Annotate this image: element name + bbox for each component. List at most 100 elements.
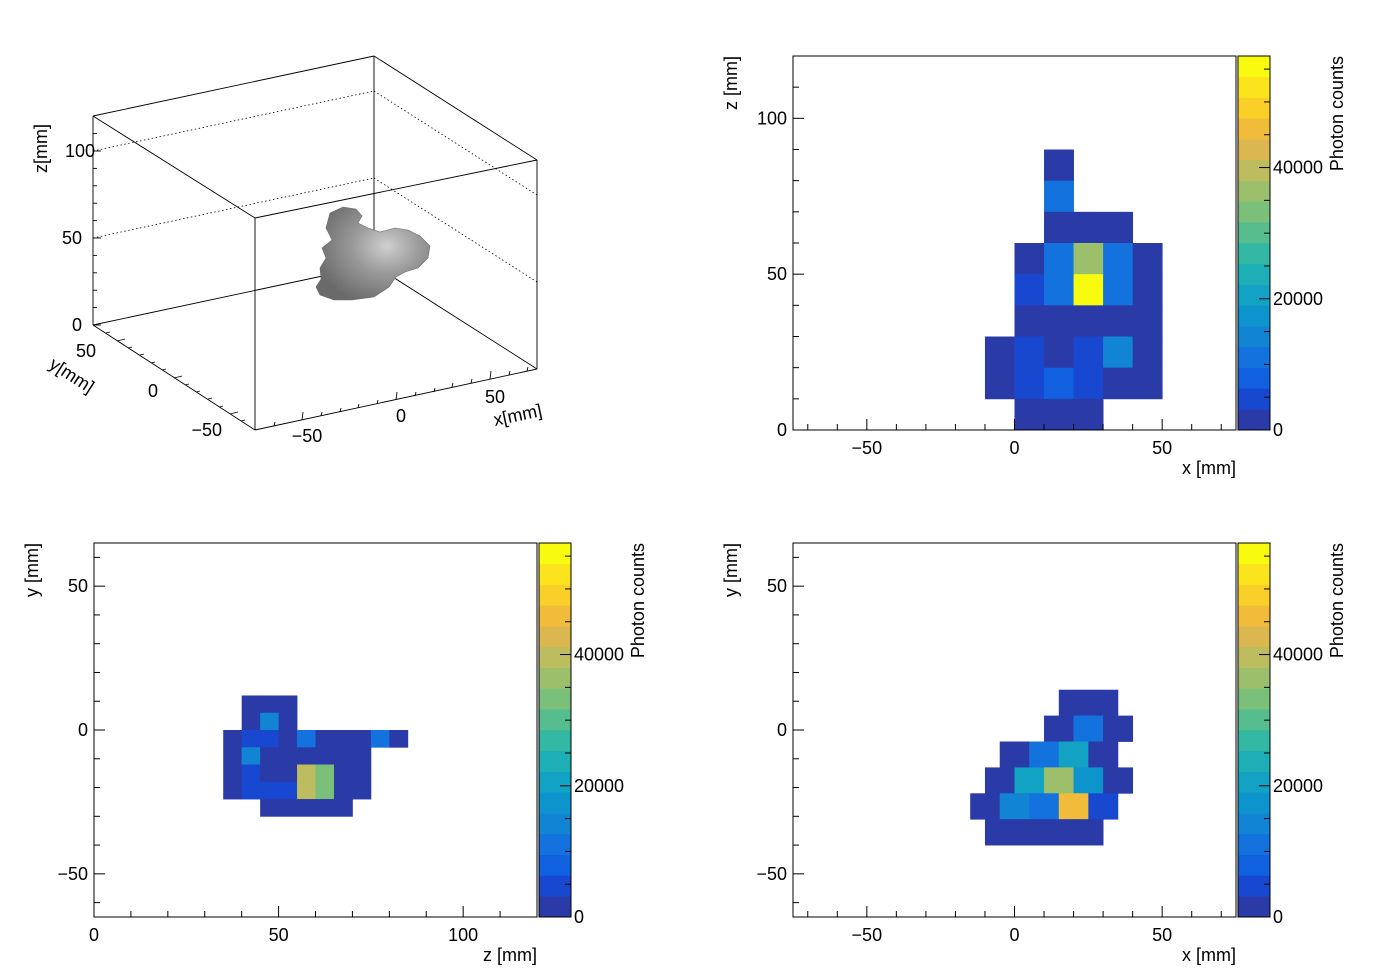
colorbar-segment [539, 584, 571, 606]
heatmap-cell [1088, 767, 1104, 794]
heatmap-cell [984, 793, 1001, 820]
heatmap-cell [1014, 398, 1045, 431]
heatmap-cell [278, 695, 298, 714]
colorbar-segment [1238, 605, 1270, 627]
heatmap-cell [999, 793, 1015, 820]
colorbar-segment [539, 667, 571, 689]
box-edge [92, 55, 375, 117]
heatmap-cell [1044, 243, 1074, 275]
heatmap-cell [297, 799, 316, 817]
heatmap-cell [1044, 211, 1074, 244]
colorbar-segment [539, 792, 571, 814]
colorbar-segment [539, 833, 571, 855]
y-axis-label: y [mm] [22, 543, 42, 597]
x-tick-label: 100 [448, 925, 478, 945]
heatmap-cell [1044, 274, 1074, 306]
box-edge [92, 324, 256, 431]
y-tick [116, 338, 126, 342]
y-axis-label: z [mm] [721, 56, 741, 110]
colorbar-segment [539, 605, 571, 627]
heatmap-cell [278, 781, 298, 800]
colorbar-label: Photon counts [1327, 56, 1347, 171]
colorbar-segment [539, 896, 571, 918]
x-tick-label: 0 [396, 406, 406, 426]
heatmap-cell [1088, 715, 1104, 742]
z-tick-label: 100 [65, 141, 95, 161]
heatmap-cell [984, 336, 1015, 369]
heatmap-cell [1058, 689, 1074, 717]
colorbar-segment [1238, 346, 1270, 368]
heatmap-cell [1014, 305, 1045, 337]
colorbar-tick-label: 40000 [574, 645, 624, 665]
colorbar-segment [539, 730, 571, 752]
heatmap-cell [278, 799, 298, 817]
heatmap-cell [1014, 367, 1045, 400]
x-axis-label: x [mm] [1182, 945, 1236, 965]
heatmap-cell [1058, 767, 1074, 794]
colorbar-frame [1237, 542, 1271, 918]
heatmap-cell [1044, 336, 1074, 369]
colorbar-segment [539, 543, 571, 565]
heatmap-cell [1103, 741, 1119, 768]
x-tick-label: 50 [1152, 925, 1172, 945]
heatmap-cell [1117, 767, 1134, 794]
heatmap-cell [260, 799, 279, 817]
y-tick-label: −50 [191, 420, 222, 440]
heatmap-cell [1073, 305, 1104, 337]
heatmap-cell [1058, 715, 1074, 742]
heatmap-cell [241, 764, 261, 783]
heatmap-cell [278, 764, 298, 783]
colorbar-segment [539, 709, 571, 731]
heatmap-cell [1073, 715, 1089, 742]
heatmap-cell [1044, 398, 1074, 431]
heatmap-cell [999, 767, 1015, 794]
heatmap-cell [241, 730, 261, 748]
heatmap-cell [315, 747, 335, 765]
heatmap-cell [333, 781, 353, 800]
colorbar-segment [1238, 688, 1270, 710]
colorbar-segment [539, 646, 571, 668]
y-tick-label: 50 [767, 264, 787, 284]
x-tick-label: 50 [1152, 438, 1172, 458]
x-tick-label: −50 [852, 925, 883, 945]
y-tick-label: −50 [756, 864, 787, 884]
colorbar-segment [539, 688, 571, 710]
colorbar-segment [1238, 584, 1270, 606]
colorbar-segment [1238, 563, 1270, 585]
heatmap-cell [278, 747, 298, 765]
heatmap-cell [1073, 274, 1104, 306]
heatmap-cell [1044, 305, 1074, 337]
colorbar-segment [1238, 667, 1270, 689]
heatmap-cell [1132, 336, 1163, 369]
y-tick-label: 0 [777, 420, 787, 440]
heatmap-cell [1103, 211, 1134, 244]
colorbar-segment [1238, 243, 1270, 265]
heatmap-cell [999, 819, 1015, 846]
heatmap-cell [1044, 367, 1074, 400]
heatmap-cell [1044, 149, 1074, 182]
y-tick-label: 100 [757, 108, 787, 128]
heatmap-cell [1073, 398, 1104, 431]
colorbar-segment [1238, 367, 1270, 389]
plot-frame [792, 542, 1237, 918]
panel-3d-view: 0 50 100 z[mm] 50 0 −50 y[mm] −50 0 50 x… [31, 55, 544, 446]
x-tick-label: 50 [269, 925, 289, 945]
colorbar-segment [539, 563, 571, 585]
colorbar-segment [1238, 76, 1270, 98]
heatmap-cell [260, 764, 279, 783]
heatmap-cell [984, 367, 1015, 400]
heatmap-cell [1103, 305, 1134, 337]
colorbar-label: Photon counts [1327, 543, 1347, 658]
colorbar-segment [1238, 201, 1270, 223]
heatmap-cell [278, 712, 298, 731]
colorbar-tick-label: 20000 [574, 776, 624, 796]
heatmap-cell [315, 764, 335, 783]
colorbar-segment [1238, 409, 1270, 431]
heatmap-cell [223, 730, 243, 748]
heatmap-cell [333, 730, 353, 748]
heatmap-cell [297, 747, 316, 765]
heatmap-cell [260, 695, 279, 714]
y-tick-label: 50 [767, 576, 787, 596]
heatmap-cell [297, 781, 316, 800]
